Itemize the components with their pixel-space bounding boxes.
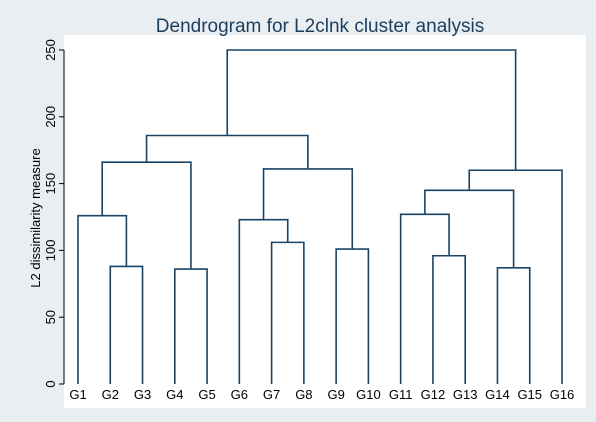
leaf-label: G13 — [453, 387, 478, 402]
leaf-label: G16 — [550, 387, 575, 402]
plot-area — [64, 35, 586, 408]
y-tick-label: 100 — [43, 240, 58, 262]
y-tick-label: 0 — [43, 380, 58, 387]
leaf-label: G15 — [517, 387, 542, 402]
y-tick-label: 250 — [43, 39, 58, 61]
leaf-label: G2 — [102, 387, 119, 402]
leaf-label: G9 — [327, 387, 344, 402]
leaf-label: G5 — [198, 387, 215, 402]
chart-title: Dendrogram for L2clnk cluster analysis — [156, 16, 484, 37]
leaf-label: G14 — [485, 387, 510, 402]
leaf-label: G3 — [134, 387, 151, 402]
leaf-label: G10 — [356, 387, 381, 402]
y-tick-label: 50 — [43, 310, 58, 324]
y-axis-label: L2 dissimilarity measure — [28, 148, 43, 287]
leaf-label: G12 — [421, 387, 446, 402]
y-tick-label: 150 — [43, 173, 58, 195]
leaf-label: G7 — [263, 387, 280, 402]
leaf-label: G6 — [231, 387, 248, 402]
dendrogram-links — [77, 49, 563, 384]
y-tick-label: 200 — [43, 106, 58, 128]
leaf-label: G11 — [389, 387, 413, 402]
leaf-label: G1 — [69, 387, 86, 402]
dendrogram-link — [226, 49, 517, 171]
leaf-labels: G1 G2 G3 G4 G5 G6 G7 G8 G9 G10 G11 G12 G13 G14 G15 G16 — [69, 387, 574, 402]
leaf-label: G8 — [295, 387, 312, 402]
leaf-label: G4 — [166, 387, 183, 402]
y-ticks: 0 50 100 150 200 250 — [43, 39, 64, 388]
